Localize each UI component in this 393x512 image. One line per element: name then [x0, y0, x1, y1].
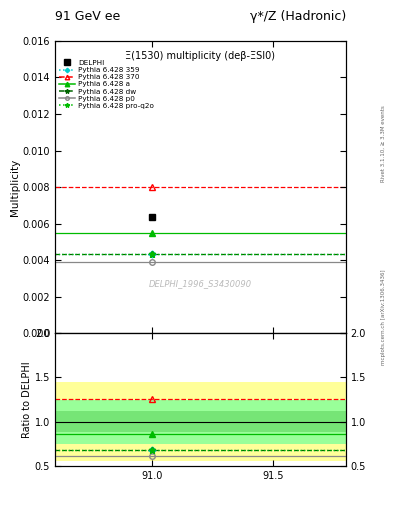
Bar	[55, 399, 346, 444]
Text: 91 GeV ee: 91 GeV ee	[55, 10, 120, 23]
Text: Ξ(1530) multiplicity (deβ-ΞSI0): Ξ(1530) multiplicity (deβ-ΞSI0)	[125, 51, 275, 61]
Bar	[55, 382, 346, 461]
Text: DELPHI_1996_S3430090: DELPHI_1996_S3430090	[149, 279, 252, 288]
Text: Rivet 3.1.10, ≥ 3.3M events: Rivet 3.1.10, ≥ 3.3M events	[381, 105, 386, 182]
Y-axis label: Ratio to DELPHI: Ratio to DELPHI	[22, 361, 32, 438]
Legend: DELPHI, Pythia 6.428 359, Pythia 6.428 370, Pythia 6.428 a, Pythia 6.428 dw, Pyt: DELPHI, Pythia 6.428 359, Pythia 6.428 3…	[57, 57, 157, 112]
Text: γ*/Z (Hadronic): γ*/Z (Hadronic)	[250, 10, 346, 23]
Text: mcplots.cern.ch [arXiv:1306.3436]: mcplots.cern.ch [arXiv:1306.3436]	[381, 270, 386, 365]
Bar	[55, 411, 346, 432]
Y-axis label: Multiplicity: Multiplicity	[10, 158, 20, 216]
